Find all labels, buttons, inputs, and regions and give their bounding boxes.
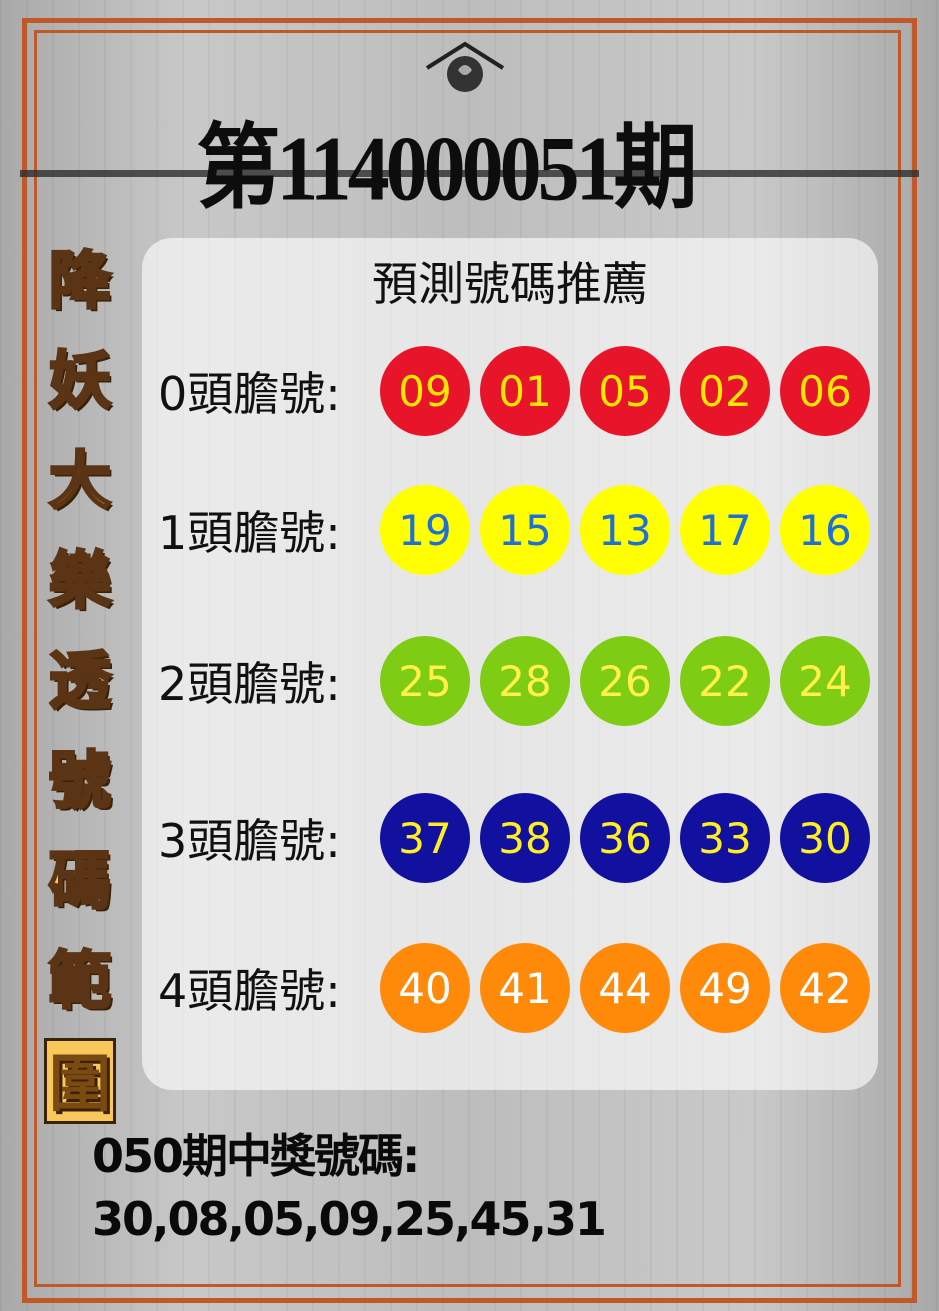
side-title: 降 妖 大 樂 透 號 碼 範 圍 bbox=[44, 238, 118, 1138]
number-ball: 25 bbox=[380, 636, 470, 726]
panel-subtitle: 預測號碼推薦 bbox=[372, 257, 648, 311]
divider bbox=[20, 170, 919, 177]
number-ball: 16 bbox=[780, 485, 870, 575]
number-ball: 37 bbox=[380, 793, 470, 883]
number-row: 2頭膽號: 25 28 26 22 24 bbox=[158, 635, 880, 727]
previous-draw-numbers: 30,08,05,09,25,45,31 bbox=[92, 1192, 607, 1246]
number-ball: 05 bbox=[580, 346, 670, 436]
number-ball: 49 bbox=[680, 943, 770, 1033]
number-ball: 02 bbox=[680, 346, 770, 436]
number-row: 4頭膽號: 40 41 44 49 42 bbox=[158, 942, 880, 1034]
number-ball: 22 bbox=[680, 636, 770, 726]
side-char: 透 bbox=[47, 643, 112, 719]
row-label: 0頭膽號: bbox=[158, 367, 341, 421]
emblem-icon bbox=[425, 41, 505, 92]
row-label: 4頭膽號: bbox=[158, 964, 341, 1018]
number-ball: 36 bbox=[580, 793, 670, 883]
prediction-panel: 預測號碼推薦 0頭膽號: 09 01 05 02 06 1頭膽號: 19 15 13 17 16 2頭膽… bbox=[142, 238, 878, 1090]
inner-frame bbox=[34, 30, 901, 1287]
number-ball: 41 bbox=[480, 943, 570, 1033]
number-ball: 38 bbox=[480, 793, 570, 883]
side-char: 碼 bbox=[47, 843, 112, 919]
number-ball: 26 bbox=[580, 636, 670, 726]
number-ball: 17 bbox=[680, 485, 770, 575]
number-ball: 24 bbox=[780, 636, 870, 726]
number-row: 1頭膽號: 19 15 13 17 16 bbox=[158, 484, 880, 576]
number-ball: 40 bbox=[380, 943, 470, 1033]
previous-draw-label: 050期中獎號碼: bbox=[92, 1129, 420, 1183]
number-ball: 19 bbox=[380, 485, 470, 575]
number-row: 3頭膽號: 37 38 36 33 30 bbox=[158, 792, 880, 884]
number-ball: 28 bbox=[480, 636, 570, 726]
row-label: 1頭膽號: bbox=[158, 506, 341, 560]
number-ball: 44 bbox=[580, 943, 670, 1033]
side-char: 大 bbox=[47, 443, 112, 519]
number-ball: 01 bbox=[480, 346, 570, 436]
side-char: 範 bbox=[47, 943, 112, 1019]
side-char: 樂 bbox=[47, 543, 112, 619]
number-ball: 30 bbox=[780, 793, 870, 883]
number-ball: 42 bbox=[780, 943, 870, 1033]
number-ball: 33 bbox=[680, 793, 770, 883]
number-row: 0頭膽號: 09 01 05 02 06 bbox=[158, 345, 880, 437]
number-ball: 06 bbox=[780, 346, 870, 436]
side-char: 圍 bbox=[44, 1038, 116, 1124]
row-label: 2頭膽號: bbox=[158, 657, 341, 711]
side-char: 號 bbox=[47, 743, 112, 819]
side-char: 妖 bbox=[47, 343, 112, 419]
number-ball: 13 bbox=[580, 485, 670, 575]
number-ball: 15 bbox=[480, 485, 570, 575]
outer-frame bbox=[22, 18, 917, 1303]
row-label: 3頭膽號: bbox=[158, 814, 341, 868]
side-char: 降 bbox=[47, 243, 112, 319]
period-title: 第114000051期 bbox=[196, 118, 697, 221]
number-ball: 09 bbox=[380, 346, 470, 436]
